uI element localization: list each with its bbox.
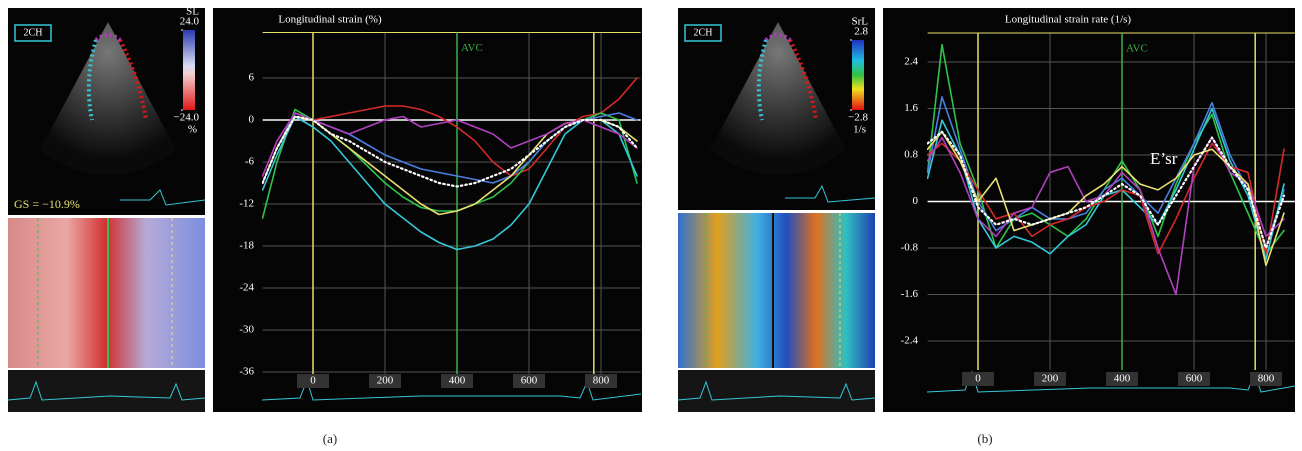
x-tick-label: 400	[449, 375, 466, 387]
x-tick-label: 200	[1042, 373, 1059, 385]
x-tick-box	[1250, 372, 1282, 386]
colorbar-label: −24.0	[174, 112, 200, 124]
strain-curve	[262, 112, 638, 177]
chart-title: Longitudinal strain rate (1/s)	[1005, 14, 1131, 26]
x-tick-box	[297, 374, 329, 388]
y-tick-label: -12	[239, 198, 254, 210]
y-tick-label: 1.6	[904, 102, 918, 114]
colorbar-unit: 1/s	[853, 124, 866, 136]
y-tick-label: -2.4	[901, 334, 919, 346]
y-tick-label: 0	[913, 195, 919, 207]
y-tick-label: 0.8	[904, 149, 918, 161]
colorbar	[852, 40, 864, 110]
colorbar-unit: %	[188, 124, 197, 136]
strain-curve	[262, 115, 638, 251]
ecg-trace	[261, 378, 642, 401]
series-group	[262, 77, 639, 251]
series-group	[927, 43, 1286, 296]
strain-curve	[927, 130, 1286, 250]
view-label-box	[14, 24, 52, 42]
x-tick-box	[962, 372, 994, 386]
x-tick-label: 600	[521, 375, 538, 387]
colorbar-label: 2.8	[854, 26, 868, 38]
colorbar-label: 24.0	[180, 16, 200, 28]
x-tick-label: 0	[975, 373, 981, 385]
annotation: GS = −10.9%	[14, 197, 80, 211]
x-tick-box	[1034, 372, 1066, 386]
colorbar-title: SrL	[852, 16, 869, 28]
panel-caption: (a)	[323, 431, 337, 446]
colorbar-label: −2.8	[848, 112, 868, 124]
x-tick-box	[513, 374, 545, 388]
view-label: 2CH	[24, 27, 43, 38]
x-tick-label: 400	[1114, 373, 1131, 385]
x-tick-box	[585, 374, 617, 388]
x-tick-box	[369, 374, 401, 388]
chart-title: Longitudinal strain (%)	[278, 14, 382, 26]
chart-area-a	[213, 8, 642, 412]
event-label: AVC	[1126, 43, 1148, 55]
colorbar	[183, 30, 195, 110]
y-tick-label: -6	[245, 156, 255, 168]
strain-curve	[927, 96, 1285, 249]
event-label: AVC	[461, 42, 483, 54]
annotation: E’sr	[1150, 149, 1178, 168]
x-tick-label: 200	[377, 375, 394, 387]
y-tick-label: -24	[239, 282, 254, 294]
x-tick-box	[1106, 372, 1138, 386]
echo-panel-a	[7, 8, 206, 412]
x-tick-label: 0	[310, 375, 316, 387]
strain-curve	[262, 115, 639, 188]
view-label-box	[684, 24, 722, 42]
strain-curve	[927, 142, 1285, 255]
y-tick-label: -36	[239, 366, 254, 378]
panel-caption: (b)	[977, 431, 992, 446]
y-tick-label: -0.8	[901, 242, 919, 254]
x-tick-box	[441, 374, 473, 388]
y-tick-label: 6	[249, 72, 255, 84]
y-tick-label: -18	[239, 240, 254, 252]
strain-curve	[927, 130, 1285, 267]
x-tick-box	[1178, 372, 1210, 386]
y-tick-label: -1.6	[901, 288, 919, 300]
x-tick-label: 800	[1258, 373, 1275, 385]
view-label: 2CH	[694, 27, 713, 38]
x-tick-label: 800	[593, 375, 610, 387]
x-tick-label: 600	[1186, 373, 1203, 385]
y-tick-label: 2.4	[904, 56, 918, 68]
colorbar-title: SL	[186, 6, 199, 18]
echo-panel-b	[677, 8, 876, 412]
y-tick-label: -30	[239, 324, 254, 336]
y-tick-label: 0	[249, 114, 255, 126]
